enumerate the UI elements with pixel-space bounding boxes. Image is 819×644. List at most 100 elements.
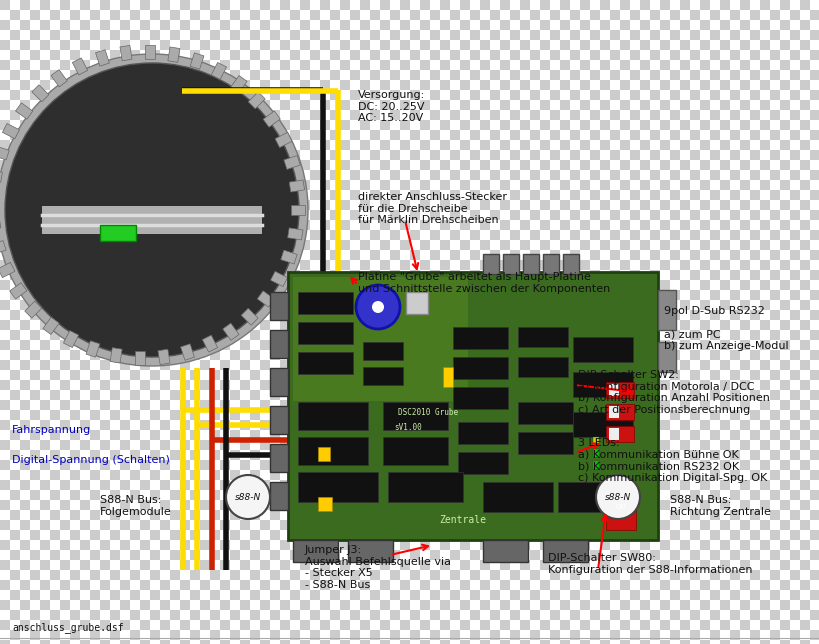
- Bar: [240, 210, 250, 220]
- Bar: [490, 390, 500, 400]
- Bar: [619, 210, 629, 220]
- Bar: [479, 190, 490, 200]
- Bar: [80, 190, 90, 200]
- Bar: [319, 90, 329, 100]
- Bar: [250, 550, 260, 560]
- Bar: [120, 280, 130, 290]
- Bar: [440, 630, 450, 640]
- Bar: [679, 510, 689, 520]
- Bar: [390, 90, 400, 100]
- Bar: [20, 620, 30, 630]
- Bar: [469, 160, 479, 170]
- Bar: [550, 640, 559, 644]
- Bar: [319, 270, 329, 280]
- Bar: [619, 470, 629, 480]
- Bar: [809, 280, 819, 290]
- Bar: [809, 450, 819, 460]
- Bar: [300, 620, 310, 630]
- Bar: [319, 120, 329, 130]
- Bar: [749, 220, 759, 230]
- Bar: [779, 90, 789, 100]
- Bar: [529, 630, 540, 640]
- Bar: [759, 270, 769, 280]
- Bar: [30, 520, 40, 530]
- Bar: [269, 540, 279, 550]
- Bar: [160, 370, 170, 380]
- Bar: [469, 280, 479, 290]
- Bar: [519, 500, 529, 510]
- Bar: [110, 430, 120, 440]
- Bar: [70, 550, 80, 560]
- Bar: [769, 200, 779, 210]
- Bar: [60, 70, 70, 80]
- Bar: [340, 140, 350, 150]
- Bar: [100, 270, 110, 280]
- Bar: [150, 530, 160, 540]
- Bar: [310, 630, 319, 640]
- Bar: [319, 630, 329, 640]
- Bar: [769, 210, 779, 220]
- Bar: [210, 460, 219, 470]
- Bar: [519, 240, 529, 250]
- Bar: [809, 430, 819, 440]
- Bar: [240, 250, 250, 260]
- Bar: [350, 40, 360, 50]
- Bar: [190, 500, 200, 510]
- Bar: [550, 490, 559, 500]
- Bar: [10, 210, 20, 220]
- Bar: [390, 310, 400, 320]
- Bar: [250, 640, 260, 644]
- Bar: [250, 580, 260, 590]
- Bar: [269, 70, 279, 80]
- Bar: [30, 170, 40, 180]
- Bar: [200, 200, 210, 210]
- Bar: [459, 250, 469, 260]
- Bar: [649, 550, 659, 560]
- Bar: [479, 170, 490, 180]
- Bar: [369, 610, 379, 620]
- Bar: [410, 200, 419, 210]
- Bar: [799, 80, 809, 90]
- Bar: [799, 300, 809, 310]
- Bar: [290, 10, 300, 20]
- Bar: [310, 530, 319, 540]
- Bar: [190, 120, 200, 130]
- Bar: [459, 640, 469, 644]
- Bar: [629, 100, 639, 110]
- Bar: [669, 480, 679, 490]
- Bar: [739, 470, 749, 480]
- Bar: [450, 300, 459, 310]
- Bar: [310, 480, 319, 490]
- Bar: [699, 360, 709, 370]
- Bar: [140, 330, 150, 340]
- Bar: [709, 520, 719, 530]
- Bar: [429, 500, 440, 510]
- Bar: [779, 40, 789, 50]
- Bar: [500, 390, 509, 400]
- Bar: [410, 390, 419, 400]
- Bar: [669, 540, 679, 550]
- Bar: [540, 610, 550, 620]
- Bar: [160, 460, 170, 470]
- Bar: [739, 420, 749, 430]
- Bar: [240, 340, 250, 350]
- Bar: [42, 206, 262, 234]
- Bar: [80, 60, 90, 70]
- Bar: [649, 510, 659, 520]
- Bar: [469, 90, 479, 100]
- Bar: [290, 110, 300, 120]
- Bar: [500, 490, 509, 500]
- Bar: [410, 640, 419, 644]
- Bar: [609, 590, 619, 600]
- Bar: [200, 100, 210, 110]
- Bar: [490, 70, 500, 80]
- Bar: [759, 580, 769, 590]
- Bar: [40, 600, 50, 610]
- Bar: [250, 0, 260, 10]
- Bar: [40, 70, 50, 80]
- Bar: [70, 390, 80, 400]
- Bar: [459, 130, 469, 140]
- Bar: [719, 470, 729, 480]
- Bar: [219, 220, 229, 230]
- Bar: [340, 220, 350, 230]
